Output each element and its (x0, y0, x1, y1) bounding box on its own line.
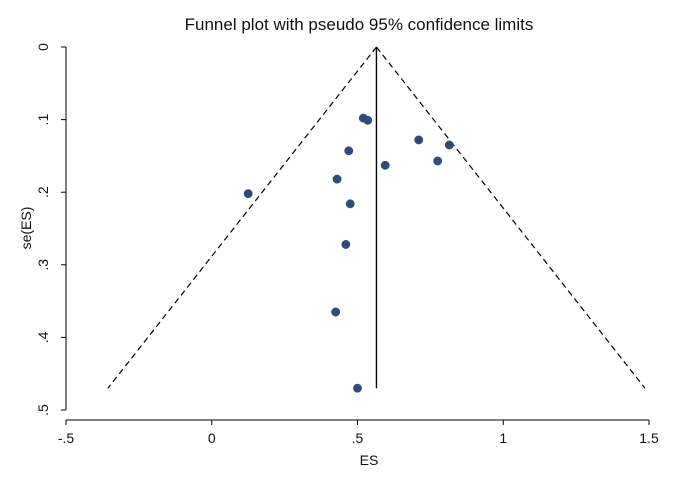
y-tick-label: .2 (35, 186, 51, 198)
x-tick-label: -.5 (58, 430, 75, 446)
x-tick-label: 1.5 (639, 430, 659, 446)
y-tick-label: .1 (35, 114, 51, 126)
data-point (243, 189, 253, 199)
data-point (353, 383, 362, 393)
upper-confidence-limit-line (375, 46, 646, 389)
x-axis-label: ES (360, 452, 379, 468)
data-point (444, 140, 454, 150)
x-tick-label: 1 (499, 430, 507, 446)
data-point (380, 160, 390, 170)
data-point (344, 146, 354, 156)
data-point (331, 307, 341, 317)
data-point (341, 240, 351, 249)
y-tick-label: .4 (35, 331, 51, 343)
x-tick-label: .5 (352, 430, 364, 446)
data-point (414, 135, 424, 145)
chart-title: Funnel plot with pseudo 95% confidence l… (185, 15, 534, 34)
data-point (363, 115, 373, 125)
x-tick-label: 0 (208, 430, 216, 446)
y-tick-label: 0 (35, 43, 51, 51)
plot-area: 0 .1 .2 .3 .4 .5 -.5 0 .5 1 1.5 (35, 43, 659, 446)
y-axis-label: se(ES) (18, 207, 34, 250)
data-point (345, 199, 355, 209)
y-tick-label: .3 (35, 259, 51, 271)
lower-confidence-limit-line (107, 46, 377, 389)
data-point (332, 174, 342, 184)
y-tick-label: .5 (35, 404, 51, 416)
data-point (433, 156, 443, 166)
